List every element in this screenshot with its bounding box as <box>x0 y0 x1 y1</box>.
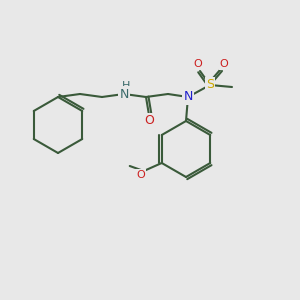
Text: O: O <box>194 59 202 69</box>
Text: N: N <box>183 91 193 103</box>
Text: N: N <box>119 88 129 100</box>
Text: O: O <box>136 170 145 180</box>
Text: S: S <box>206 79 214 92</box>
Text: O: O <box>220 59 228 69</box>
Text: O: O <box>144 115 154 128</box>
Text: H: H <box>122 81 130 91</box>
